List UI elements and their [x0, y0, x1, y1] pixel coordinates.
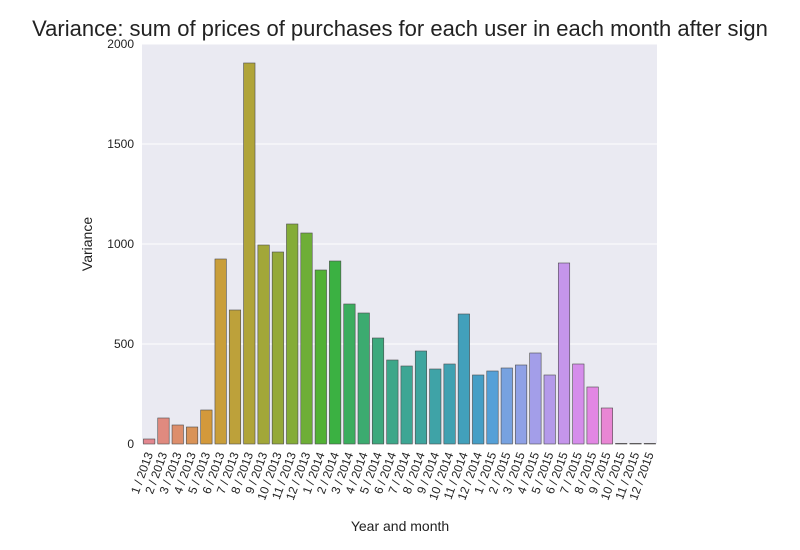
bar [257, 244, 270, 445]
bar [386, 359, 399, 445]
bar [286, 223, 299, 445]
bar [228, 309, 242, 445]
y-tick-label: 1000 [107, 237, 134, 251]
bar [472, 374, 485, 445]
y-tick-label: 1500 [107, 137, 134, 151]
bar [600, 407, 613, 445]
bars [143, 62, 656, 445]
bar [343, 303, 356, 445]
bar [214, 258, 227, 445]
bar [572, 363, 585, 445]
bar [643, 443, 656, 445]
bar [157, 417, 170, 445]
bar [500, 367, 513, 445]
bar [629, 443, 642, 445]
bar [515, 364, 528, 445]
bar [314, 269, 327, 445]
chart-title: Variance: sum of prices of purchases for… [32, 16, 768, 41]
bar [372, 337, 385, 445]
bar [186, 426, 199, 445]
bar [414, 350, 427, 445]
bar [357, 312, 370, 445]
bar [529, 352, 542, 445]
bar [557, 262, 571, 445]
bar [486, 370, 499, 445]
gridlines [142, 43, 657, 445]
y-tick-label: 500 [114, 337, 134, 351]
bar [443, 363, 456, 445]
bar [400, 365, 413, 445]
bar [429, 368, 442, 445]
bar [615, 443, 628, 445]
bar [300, 232, 313, 445]
bar [329, 260, 342, 445]
y-tick-label: 2000 [107, 37, 134, 51]
bar [171, 424, 184, 445]
bar [586, 386, 599, 445]
y-tick-labels: 0 500 1000 1500 2000 [107, 37, 134, 451]
bar [271, 251, 284, 445]
x-axis-label: Year and month [351, 518, 449, 534]
bar [200, 409, 213, 445]
y-tick-label: 0 [127, 437, 134, 451]
bar [457, 313, 470, 445]
bar [143, 438, 156, 445]
bar [543, 374, 556, 445]
bar [243, 62, 256, 445]
y-axis-label: Variance [79, 217, 95, 271]
